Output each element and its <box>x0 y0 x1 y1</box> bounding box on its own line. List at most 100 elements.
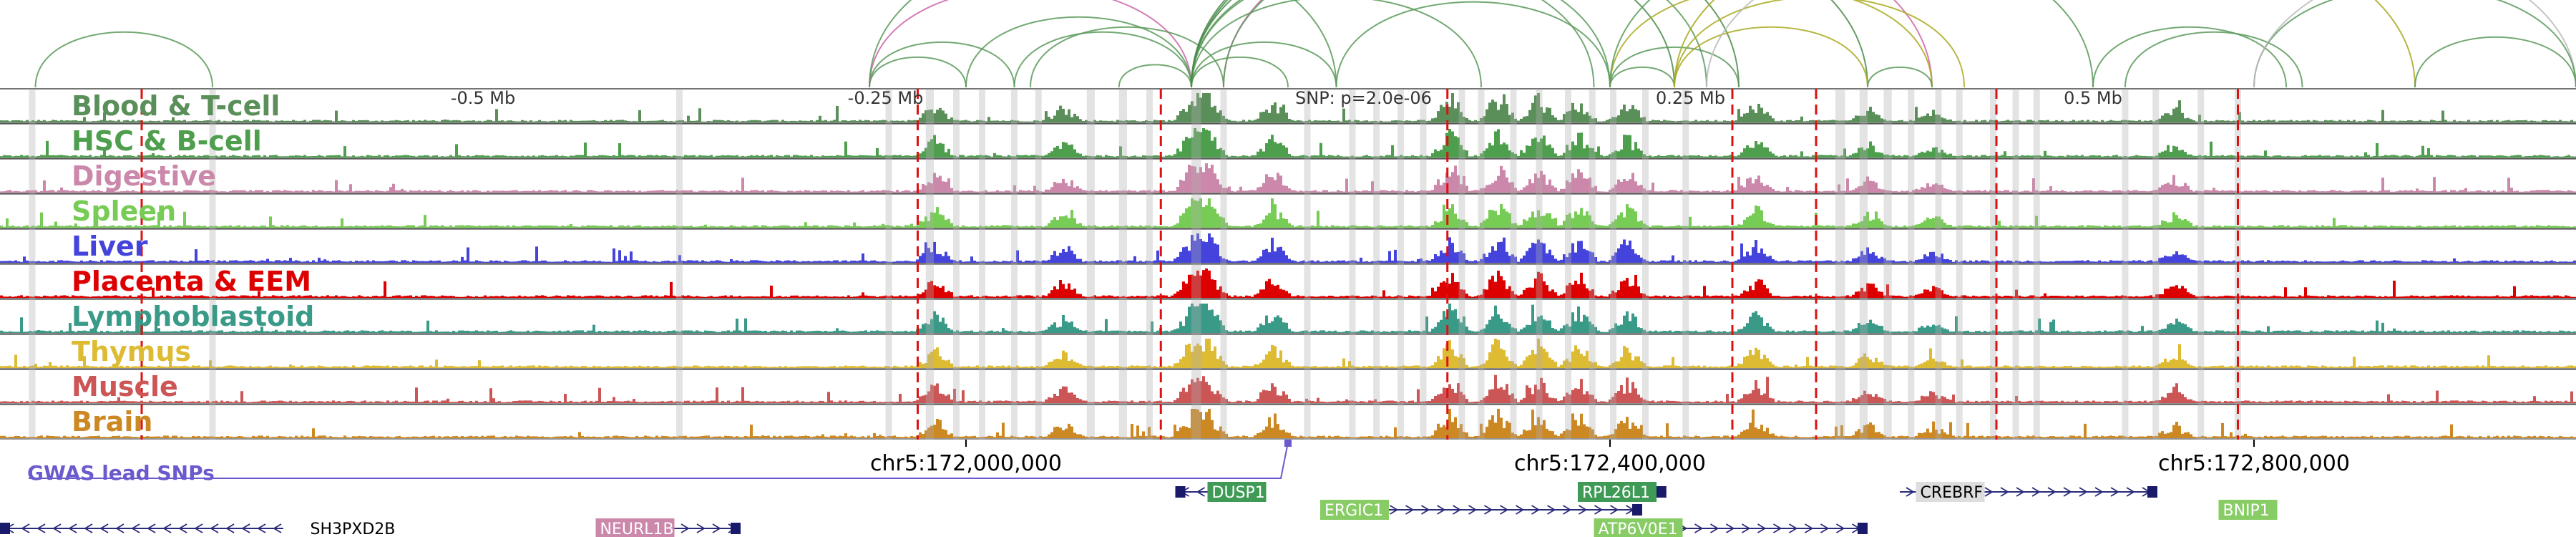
strand-chevron <box>273 523 282 533</box>
gene-label: ATP6V0E1 <box>1599 521 1678 537</box>
strand-chevron <box>1484 505 1493 515</box>
chromatin-loops <box>34 0 2576 88</box>
exon-block <box>731 523 741 534</box>
track-signal <box>0 339 2576 368</box>
strand-chevron <box>1805 523 1814 533</box>
loop-arc <box>34 31 213 88</box>
highlight-region <box>1304 89 1311 440</box>
loop-arc <box>1609 0 1933 88</box>
exon-block <box>2147 486 2157 498</box>
highlight-region <box>1610 89 1616 440</box>
strand-chevron <box>1196 487 1205 497</box>
strand-chevron <box>1563 505 1572 515</box>
highlight-region <box>1536 89 1543 440</box>
strand-chevron <box>162 523 172 533</box>
loop-arc <box>1609 67 1675 88</box>
track-signal <box>0 233 2576 263</box>
strand-chevron <box>2000 487 2009 497</box>
highlight-region <box>209 89 216 440</box>
loop-arc <box>1674 0 2416 88</box>
highlight-regions <box>29 89 2241 440</box>
gene-label: DUSP1 <box>1212 484 1265 502</box>
track-label: HSC & B-cell <box>72 125 262 157</box>
loop-arc <box>1609 0 2094 88</box>
loop-arc <box>965 16 1192 88</box>
strand-chevron <box>680 523 690 533</box>
loop-arc <box>1191 0 1675 88</box>
highlight-region <box>1682 89 1689 440</box>
loop-arc <box>1191 0 1482 88</box>
strand-chevron <box>1500 505 1509 515</box>
gene-label: NEURL1B <box>600 521 674 537</box>
loop-arc <box>2253 0 2576 88</box>
strand-chevron <box>1594 505 1604 515</box>
gene-annotations: SH3PXD2B NEURL1B DUSP1 ERGIC1 RPL26L1 ATP6V0E… <box>0 482 2278 537</box>
loop-arc <box>1191 56 1289 88</box>
highlight-region <box>1458 89 1465 440</box>
highlight-region <box>1935 89 1942 440</box>
strand-chevron <box>115 523 125 533</box>
strand-chevron <box>178 523 187 533</box>
strand-chevron <box>712 523 721 533</box>
loop-arc <box>1674 0 1965 88</box>
gwas-lead-snps-label: GWAS lead SNPs <box>27 461 215 485</box>
strand-chevron <box>2063 487 2072 497</box>
loop-arc <box>1191 0 1611 88</box>
gene-label: ERGIC1 <box>1324 502 1383 520</box>
strand-chevron <box>1710 523 1719 533</box>
track-signal <box>0 409 2576 438</box>
strand-chevron <box>210 523 219 533</box>
gene-label: CREBRF <box>1921 484 1984 502</box>
gene-label-box <box>1594 518 1683 537</box>
coordinate-tick-label: chr5:172,400,000 <box>1514 451 1706 476</box>
highlight-region <box>1565 89 1571 440</box>
strand-chevron <box>1421 505 1430 515</box>
track-label: Liver <box>72 231 148 262</box>
highlight-region <box>885 89 892 440</box>
loop-arc <box>1674 26 1868 88</box>
track-label: Spleen <box>72 195 176 227</box>
strand-chevron <box>84 523 93 533</box>
highlight-region <box>1510 89 1517 440</box>
strand-chevron <box>1726 523 1735 533</box>
strand-chevron <box>2126 487 2135 497</box>
loop-arc <box>869 0 1192 88</box>
track-signal <box>0 304 2576 333</box>
strand-chevron <box>2110 487 2119 497</box>
track-label: Brain <box>72 406 152 437</box>
track-signal <box>0 268 2576 298</box>
gene-label-box <box>2218 500 2278 520</box>
loop-arc <box>1013 31 1192 88</box>
strand-chevron <box>2079 487 2088 497</box>
strand-chevron <box>21 523 30 533</box>
highlight-region <box>1642 89 1649 440</box>
track-label: Blood & T-cell <box>72 90 280 122</box>
strand-chevron <box>1531 505 1541 515</box>
loop-arc <box>1191 0 1595 88</box>
highlight-region <box>1397 89 1404 440</box>
strand-chevron <box>1820 523 1830 533</box>
relative-tick-label: 0.25 Mb <box>1656 88 1725 108</box>
strand-chevron <box>1836 523 1845 533</box>
gene-label-box <box>1207 482 1267 502</box>
highlight-region <box>2012 89 2019 440</box>
highlight-region <box>1373 89 1380 440</box>
highlight-region <box>979 89 985 440</box>
strand-chevron <box>1694 523 1704 533</box>
coordinate-tick-label: chr5:172,800,000 <box>2158 451 2350 476</box>
highlight-region <box>1883 89 1892 440</box>
snp-label: SNP: p=2.0e-06 <box>1295 88 1432 108</box>
boundary-lines <box>140 89 2239 440</box>
gene-label-box <box>1320 500 1389 520</box>
highlight-region <box>925 89 934 440</box>
strand-chevron <box>696 523 706 533</box>
strand-chevron <box>36 523 46 533</box>
strand-chevron <box>2031 487 2041 497</box>
strand-chevron <box>1547 505 1556 515</box>
strand-chevron <box>2094 487 2104 497</box>
highlight-region <box>1220 89 1227 440</box>
track-label: Muscle <box>72 371 178 402</box>
loop-arc <box>1118 64 1192 88</box>
track-label: Thymus <box>72 336 191 367</box>
